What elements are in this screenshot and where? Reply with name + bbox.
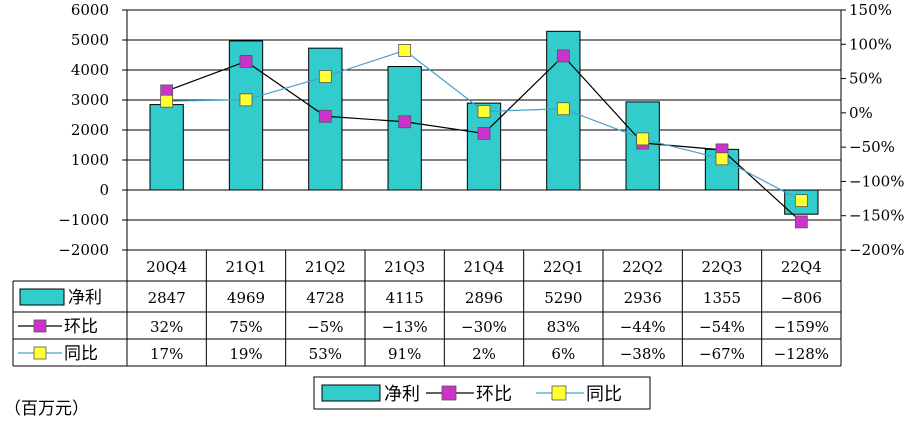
table-value-net: −806: [781, 289, 822, 307]
y-right-tick-label: 0%: [849, 104, 873, 122]
category-label: 20Q4: [146, 258, 187, 276]
table-value-yoy: 6%: [551, 345, 575, 363]
table-value-yoy: −38%: [620, 345, 666, 363]
qoq-marker: [318, 109, 332, 123]
table-value-qoq: −13%: [382, 318, 428, 336]
table-value-yoy: −128%: [774, 345, 829, 363]
y-left-tick-label: 5000: [71, 31, 109, 49]
legend-yoy-marker: [551, 385, 567, 401]
y-right-tick-label: −50%: [849, 138, 895, 156]
yoy-marker: [160, 94, 174, 108]
y-left-tick-label: 0: [99, 181, 109, 199]
category-label: 22Q4: [781, 258, 822, 276]
y-left-tick-label: −2000: [58, 241, 109, 259]
table-value-qoq: −44%: [620, 318, 666, 336]
yoy-marker: [318, 70, 332, 83]
table-value-yoy: 19%: [229, 345, 262, 363]
y-left-tick-label: 3000: [71, 91, 109, 109]
row-label-qoq: 环比: [64, 317, 98, 337]
table-value-net: 2896: [465, 289, 503, 307]
table-value-yoy: 17%: [150, 345, 183, 363]
qoq-key-marker: [33, 319, 47, 333]
table-value-net: 1355: [703, 289, 741, 307]
table-value-qoq: −159%: [774, 318, 829, 336]
yoy-marker: [477, 105, 491, 118]
yoy-marker: [556, 102, 570, 116]
table-value-yoy: 2%: [472, 345, 496, 363]
qoq-marker: [556, 49, 570, 63]
table-value-yoy: 53%: [309, 345, 342, 363]
category-label: 22Q2: [622, 258, 663, 276]
table-value-net: 4969: [227, 289, 265, 307]
y-left-tick-label: −1000: [58, 211, 109, 229]
table-value-net: 4115: [386, 289, 424, 307]
y-right-tick-label: 150%: [849, 1, 892, 19]
yoy-marker: [398, 44, 412, 57]
yoy-marker: [794, 194, 808, 208]
table-value-qoq: −5%: [307, 318, 343, 336]
table-value-qoq: −54%: [699, 318, 745, 336]
category-label: 21Q1: [226, 258, 267, 276]
y-left-tick-label: 2000: [71, 121, 109, 139]
category-label: 21Q2: [305, 258, 346, 276]
row-label-net: 净利: [68, 288, 102, 308]
legend-label-yoy: 同比: [586, 384, 622, 405]
net-profit-bar: [387, 66, 422, 191]
table-value-net: 5290: [544, 289, 582, 307]
yoy-marker: [239, 93, 253, 107]
table-value-qoq: 83%: [547, 318, 580, 336]
table-value-net: 2936: [624, 289, 662, 307]
row-label-yoy: 同比: [64, 344, 98, 364]
yoy-marker: [715, 152, 729, 166]
table-value-yoy: 91%: [388, 345, 421, 363]
y-right-tick-label: −150%: [849, 207, 904, 225]
legend-qoq-marker: [441, 385, 457, 401]
net-profit-bar: [149, 104, 184, 191]
qoq-marker: [398, 115, 412, 129]
legend-label-qoq: 环比: [476, 384, 512, 405]
legend-label-net: 净利: [384, 384, 420, 405]
legend-net-key: [321, 384, 381, 402]
y-right-tick-label: 100%: [849, 35, 892, 53]
y-left-tick-label: 6000: [71, 1, 109, 19]
category-label: 21Q3: [384, 258, 425, 276]
net-profit-key: [19, 288, 65, 306]
y-right-tick-label: 50%: [849, 70, 882, 88]
net-profit-bar: [784, 189, 819, 215]
table-value-qoq: 32%: [150, 318, 183, 336]
yoy-marker: [636, 132, 650, 146]
y-right-tick-label: −200%: [849, 241, 904, 259]
qoq-marker: [239, 55, 253, 68]
table-value-net: 2847: [148, 289, 186, 307]
qoq-marker: [794, 215, 808, 229]
table-value-yoy: −67%: [699, 345, 745, 363]
y-right-tick-label: −100%: [849, 172, 904, 190]
unit-label: （百万元）: [4, 399, 89, 419]
category-label: 22Q3: [702, 258, 743, 276]
table-value-qoq: 75%: [229, 318, 262, 336]
category-label: 22Q1: [543, 258, 584, 276]
category-label: 21Q4: [464, 258, 505, 276]
yoy-key-marker: [33, 346, 47, 360]
y-left-tick-label: 1000: [71, 151, 109, 169]
table-value-net: 4728: [306, 289, 344, 307]
qoq-marker: [477, 127, 491, 140]
y-left-tick-label: 4000: [71, 61, 109, 79]
table-value-qoq: −30%: [461, 318, 507, 336]
